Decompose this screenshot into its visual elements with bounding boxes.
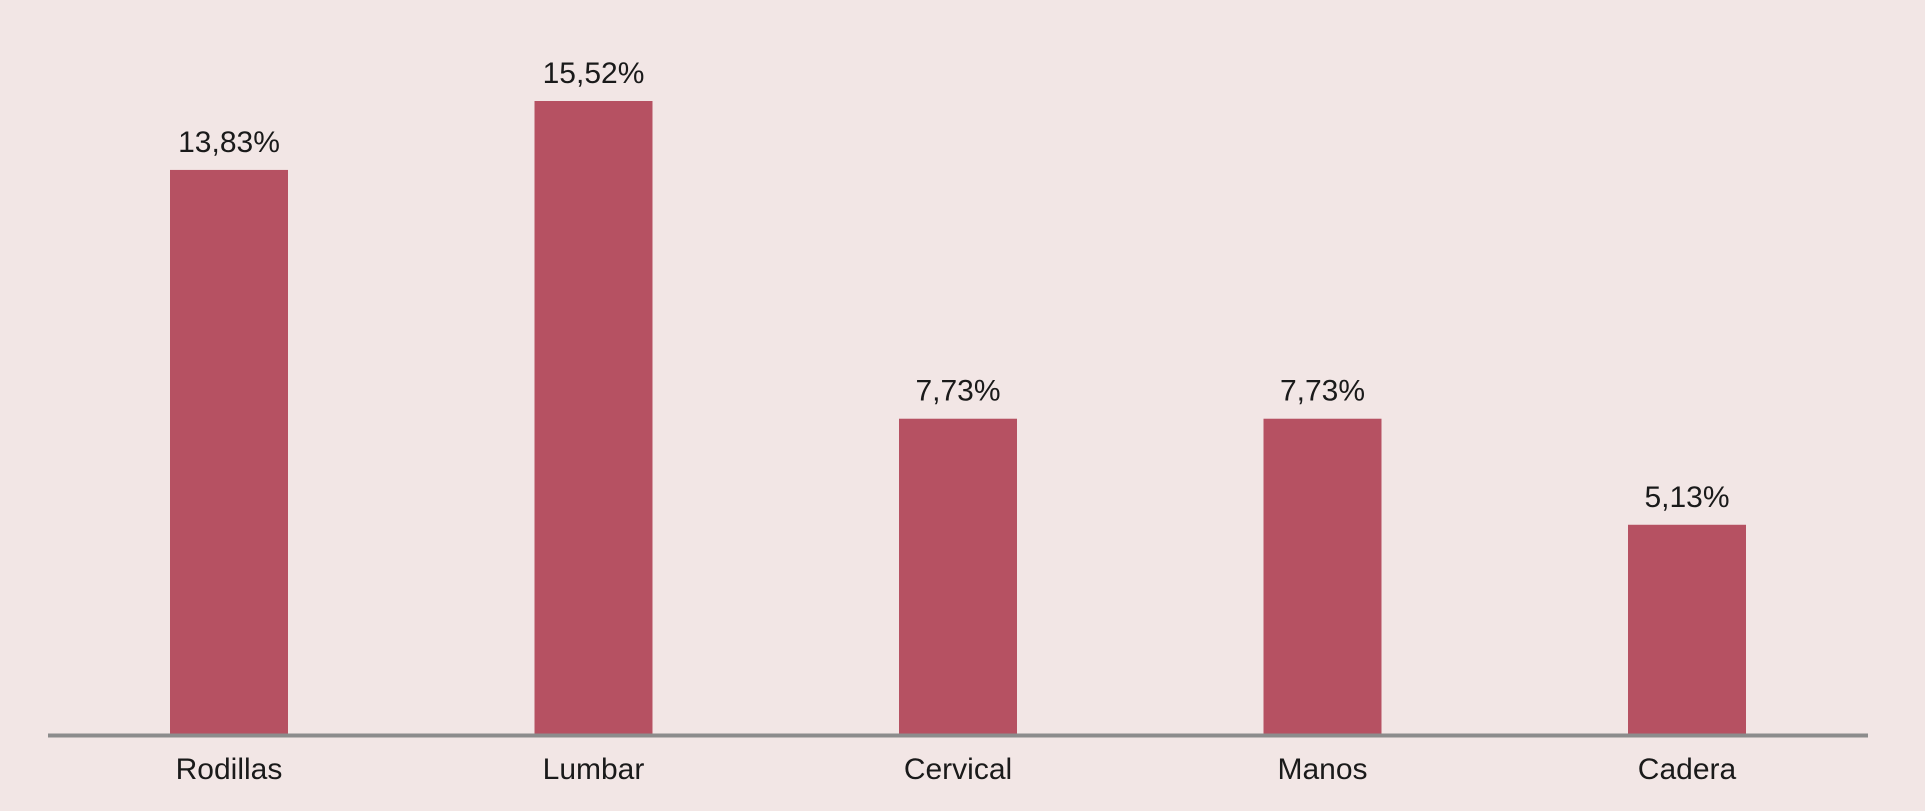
bar-cervical bbox=[899, 418, 1017, 734]
bar-cadera bbox=[1628, 524, 1746, 734]
value-label-rodillas: 13,83% bbox=[178, 126, 280, 159]
category-label-lumbar: Lumbar bbox=[543, 753, 645, 786]
value-label-manos: 7,73% bbox=[1280, 375, 1365, 408]
category-label-cervical: Cervical bbox=[904, 753, 1012, 786]
category-label-manos: Manos bbox=[1277, 753, 1367, 786]
bar-manos bbox=[1263, 418, 1382, 734]
bar-rodillas bbox=[170, 169, 288, 735]
value-label-lumbar: 15,52% bbox=[543, 57, 645, 90]
category-label-cadera: Cadera bbox=[1638, 753, 1737, 786]
value-label-cervical: 7,73% bbox=[915, 375, 1000, 408]
value-label-cadera: 5,13% bbox=[1644, 481, 1729, 514]
bar-lumbar bbox=[534, 101, 653, 734]
bars-group bbox=[170, 101, 1746, 735]
category-label-rodillas: Rodillas bbox=[176, 753, 283, 786]
value-labels-group: 13,83% 15,52% 7,73% 7,73% 5,13% bbox=[178, 57, 1729, 514]
category-labels-group: Rodillas Lumbar Cervical Manos Cadera bbox=[176, 753, 1737, 786]
